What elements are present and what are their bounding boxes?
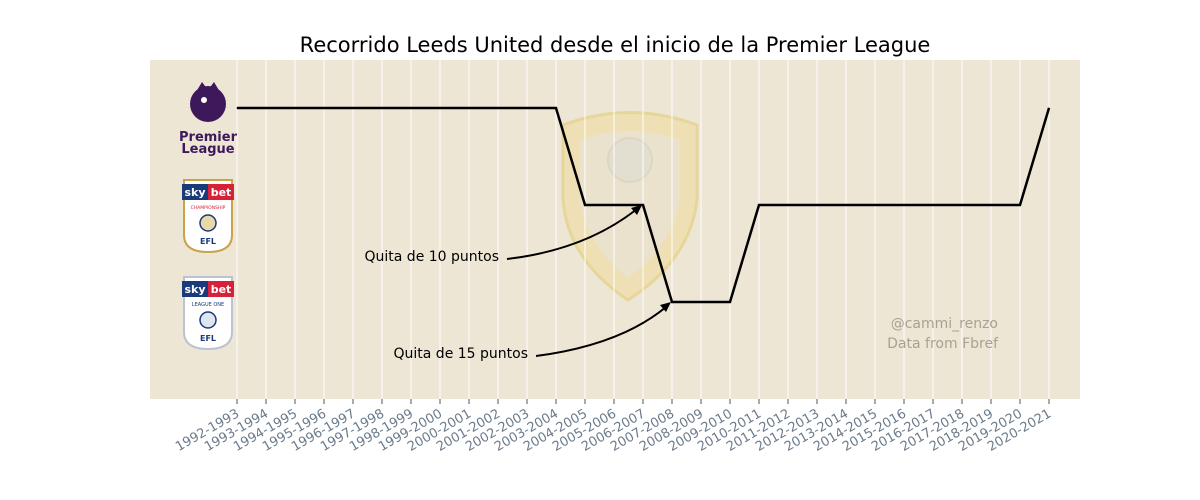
data-point xyxy=(845,204,847,206)
data-point xyxy=(265,107,267,109)
data-point xyxy=(613,204,615,206)
data-point xyxy=(816,204,818,206)
logo-text: EFL xyxy=(200,237,216,246)
logo-text: bet xyxy=(211,186,232,199)
logo-text: EFL xyxy=(200,334,216,343)
premier-league-logo: Premier League xyxy=(179,82,238,157)
logo-text: CHAMPIONSHIP xyxy=(191,205,226,211)
logo-text: League xyxy=(181,142,234,157)
data-point xyxy=(497,107,499,109)
logo-text: sky xyxy=(184,283,205,296)
logo-text: bet xyxy=(211,283,232,296)
data-point xyxy=(323,107,325,109)
data-point xyxy=(526,107,528,109)
x-tick-labels: 1992-19931993-19941994-19951995-19961996… xyxy=(173,406,1054,454)
arrow-head xyxy=(660,302,671,312)
data-point xyxy=(381,107,383,109)
data-point xyxy=(990,204,992,206)
annotation-15-points: Quita de 15 puntos xyxy=(394,302,671,362)
data-point xyxy=(352,107,354,109)
data-point xyxy=(584,204,586,206)
data-point xyxy=(294,107,296,109)
data-point xyxy=(236,107,238,109)
grid xyxy=(236,60,1050,399)
data-point xyxy=(671,301,673,303)
data-point xyxy=(903,204,905,206)
arrow-head xyxy=(631,205,642,215)
data-point xyxy=(439,107,441,109)
league-one-logo: sky bet LEAGUE ONE EFL xyxy=(182,276,234,351)
logo-text: Premier xyxy=(179,130,238,145)
data-point xyxy=(1019,204,1021,206)
credit-source: Data from Fbref xyxy=(887,336,999,352)
data-point xyxy=(642,204,644,206)
data-point xyxy=(700,301,702,303)
credit-handle: @cammi_renzo xyxy=(891,316,998,332)
chart-title: Recorrido Leeds United desde el inicio d… xyxy=(300,33,931,57)
x-ticks xyxy=(236,399,1050,404)
annotation-arrow xyxy=(506,208,638,260)
annotation-label: Quita de 15 puntos xyxy=(394,346,529,362)
annotation-arrow xyxy=(535,306,667,357)
data-point xyxy=(410,107,412,109)
data-point xyxy=(932,204,934,206)
data-point xyxy=(758,204,760,206)
annotation-10-points: Quita de 10 puntos xyxy=(365,205,642,265)
championship-logo: sky bet CHAMPIONSHIP EFL xyxy=(182,179,234,254)
data-point xyxy=(961,204,963,206)
logo-text: sky xyxy=(184,186,205,199)
data-point xyxy=(1048,107,1050,109)
series-points xyxy=(236,107,1050,303)
data-point xyxy=(555,107,557,109)
data-point xyxy=(468,107,470,109)
data-point xyxy=(729,301,731,303)
data-point xyxy=(787,204,789,206)
data-point xyxy=(874,204,876,206)
annotation-label: Quita de 10 puntos xyxy=(365,249,500,265)
logo-text: LEAGUE ONE xyxy=(192,302,224,308)
